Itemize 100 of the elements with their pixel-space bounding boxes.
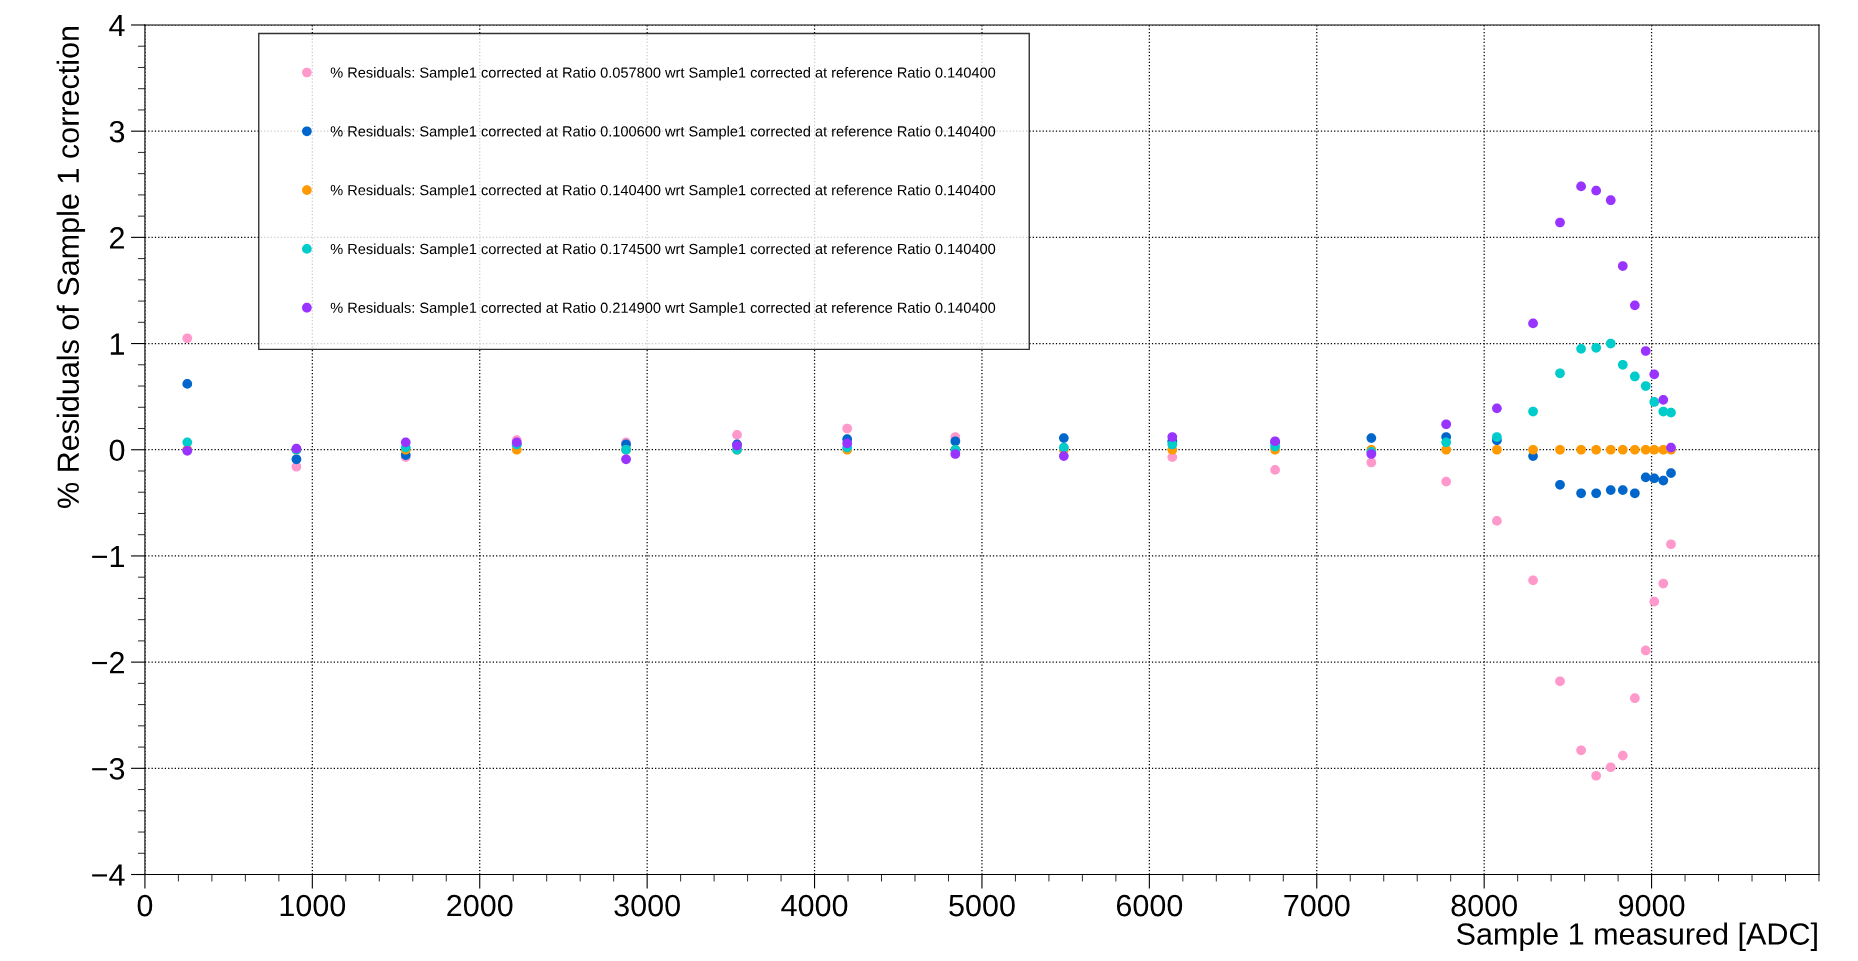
- y-tick-label: −2: [92, 651, 124, 674]
- point: [1492, 516, 1502, 526]
- point: [1555, 368, 1565, 379]
- x-axis-title: Sample 1 measured [ADC]: [1456, 922, 1817, 951]
- y-tick-label: 3: [109, 120, 125, 143]
- point: [842, 438, 853, 449]
- point: [1366, 457, 1377, 468]
- y-tick-label: 2: [110, 227, 124, 249]
- x-tick-label: 7000: [1284, 894, 1350, 917]
- point: [182, 437, 193, 448]
- point: [1617, 261, 1628, 271]
- point: [1649, 369, 1660, 380]
- point: [1649, 473, 1660, 484]
- point: [1629, 693, 1640, 704]
- point: [1629, 371, 1640, 382]
- point: [1666, 468, 1676, 478]
- point: [1058, 433, 1069, 443]
- point: [1629, 444, 1640, 455]
- point: [1605, 762, 1616, 773]
- point: [1605, 338, 1616, 349]
- point: [1270, 465, 1280, 475]
- point: [1528, 575, 1538, 586]
- y-tick-label: 0: [109, 439, 125, 462]
- x-tick-label: 0: [137, 894, 153, 917]
- x-tick-label: 6000: [1116, 894, 1183, 917]
- point: [1576, 444, 1586, 455]
- point: [1640, 346, 1651, 356]
- y-tick-label: −3: [92, 758, 125, 780]
- point: [1617, 359, 1628, 370]
- point: [1591, 770, 1602, 781]
- point: [1555, 676, 1565, 687]
- point: [1591, 342, 1602, 353]
- point: [1629, 300, 1640, 311]
- point: [1649, 596, 1660, 607]
- point: [950, 449, 961, 459]
- point: [400, 437, 411, 448]
- legend-label: % Residuals: Sample1 corrected at Ratio 0.140400 wrt Sample1 corrected at reference Ratio 0.140400: [330, 184, 996, 199]
- point: [1555, 444, 1565, 455]
- point: [1555, 217, 1565, 228]
- point: [1640, 381, 1651, 391]
- point: [1605, 195, 1616, 206]
- y-tick-label: −1: [92, 545, 124, 568]
- point: [1167, 432, 1178, 442]
- point: [1441, 419, 1452, 430]
- point: [1492, 444, 1502, 455]
- x-tick-label: 8000: [1451, 894, 1517, 917]
- legend-label: % Residuals: Sample1 corrected at Ratio 0.174500 wrt Sample1 corrected at reference Ratio 0.140400: [330, 243, 996, 258]
- point: [1492, 403, 1502, 414]
- legend-label: % Residuals: Sample1 corrected at Ratio 0.214900 wrt Sample1 corrected at reference Ratio 0.140400: [330, 302, 996, 316]
- x-tick-label: 4000: [781, 894, 848, 917]
- point: [182, 379, 193, 389]
- point: [1528, 444, 1538, 455]
- point: [1528, 406, 1538, 417]
- point: [1658, 394, 1669, 405]
- point: [1617, 444, 1628, 455]
- point: [1640, 472, 1651, 483]
- point: [1555, 479, 1565, 490]
- point: [1605, 444, 1616, 455]
- x-tick-label: 9000: [1619, 894, 1685, 917]
- point: [1640, 645, 1651, 656]
- point: [1591, 488, 1602, 499]
- point: [1441, 476, 1452, 487]
- legend-label: % Residuals: Sample1 corrected at Ratio 0.057800 wrt Sample1 corrected at reference Ratio 0.140400: [330, 67, 996, 81]
- y-tick-label: −4: [92, 864, 125, 886]
- point: [1666, 539, 1676, 550]
- y-tick-label: 4: [109, 15, 125, 37]
- point: [1058, 451, 1069, 461]
- x-tick-label: 2000: [447, 894, 513, 917]
- point: [1591, 185, 1602, 196]
- point: [1576, 181, 1586, 192]
- point: [1640, 444, 1651, 455]
- point: [1528, 318, 1538, 329]
- point: [1576, 745, 1586, 756]
- y-axis-title: % Residuals of Sample 1 correction: [56, 26, 86, 508]
- point: [1617, 750, 1628, 761]
- point: [1591, 444, 1602, 455]
- point: [1441, 437, 1452, 448]
- point: [1658, 578, 1669, 589]
- point: [1576, 344, 1586, 354]
- point: [1366, 433, 1377, 443]
- point: [950, 436, 961, 447]
- point: [1649, 397, 1660, 407]
- point: [1666, 407, 1676, 418]
- point: [842, 423, 853, 434]
- point: [732, 430, 742, 440]
- point: [1658, 475, 1669, 486]
- point: [1649, 444, 1660, 455]
- x-tick-label: 3000: [614, 894, 680, 917]
- point: [1629, 488, 1640, 499]
- point: [621, 454, 631, 465]
- point: [1617, 485, 1628, 495]
- x-tick-label: 5000: [949, 894, 1015, 917]
- point: [1605, 485, 1616, 495]
- point: [1492, 432, 1502, 442]
- point: [182, 333, 193, 344]
- y-tick-label: 1: [110, 333, 124, 355]
- legend-label: % Residuals: Sample1 corrected at Ratio 0.100600 wrt Sample1 corrected at reference Ratio 0.140400: [330, 125, 996, 140]
- point: [291, 454, 302, 465]
- point: [1576, 488, 1586, 499]
- x-tick-label: 1000: [280, 894, 346, 917]
